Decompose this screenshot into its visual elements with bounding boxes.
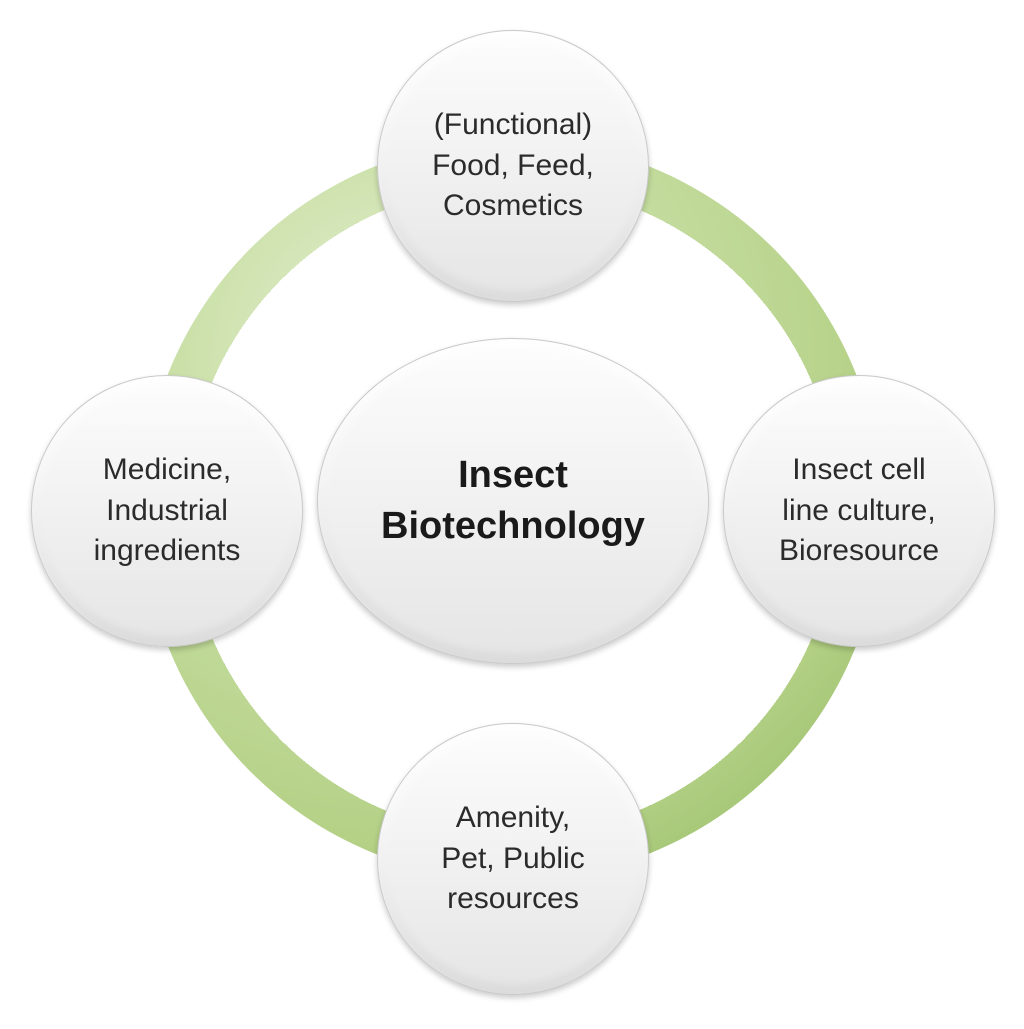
node-left-label: Medicine, Industrial ingredients <box>86 442 249 580</box>
diagram-canvas: Insect Biotechnology (Functional) Food, … <box>0 0 1024 1029</box>
node-right: Insect cell line culture, Bioresource <box>723 375 995 647</box>
node-top: (Functional) Food, Feed, Cosmetics <box>377 30 649 302</box>
center-label: Insect Biotechnology <box>373 442 653 561</box>
node-top-label: (Functional) Food, Feed, Cosmetics <box>424 97 602 235</box>
node-left: Medicine, Industrial ingredients <box>31 375 303 647</box>
center-node: Insect Biotechnology <box>317 338 709 664</box>
node-bottom-label: Amenity, Pet, Public resources <box>433 790 592 928</box>
node-right-label: Insect cell line culture, Bioresource <box>771 442 947 580</box>
node-bottom: Amenity, Pet, Public resources <box>377 723 649 995</box>
